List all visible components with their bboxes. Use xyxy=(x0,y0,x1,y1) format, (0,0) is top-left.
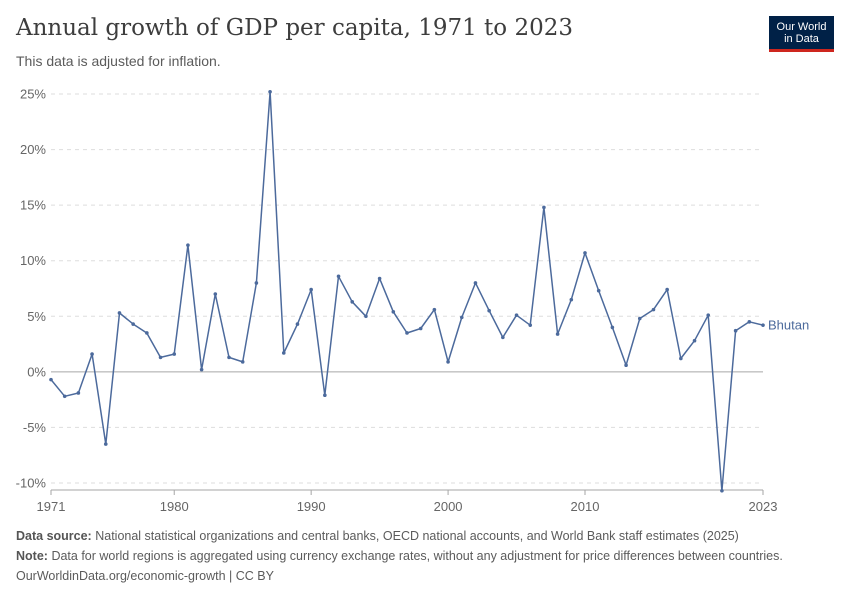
series-line xyxy=(50,91,764,492)
data-point xyxy=(90,352,94,356)
data-point xyxy=(706,313,711,317)
data-point xyxy=(145,331,149,335)
x-tick-label: 1980 xyxy=(160,499,189,514)
chart-subtitle: This data is adjusted for inflation. xyxy=(16,53,221,69)
x-tick-label: 2010 xyxy=(571,499,600,514)
data-point xyxy=(364,314,368,319)
y-tick-label: -5% xyxy=(23,420,47,435)
y-tick-label: 5% xyxy=(27,309,46,324)
data-point xyxy=(583,251,587,255)
data-point xyxy=(679,356,683,361)
x-tick-label: 1971 xyxy=(37,499,66,514)
y-tick-label: 10% xyxy=(20,253,46,268)
logo-line-1: Our World xyxy=(776,21,827,33)
x-tick-label: 1990 xyxy=(297,499,326,514)
data-point xyxy=(76,391,81,395)
data-point xyxy=(446,360,450,364)
data-point xyxy=(418,326,423,331)
data-point xyxy=(665,287,669,292)
footer-note: Note: Data for world regions is aggregat… xyxy=(16,549,783,563)
data-point xyxy=(720,488,724,493)
data-point xyxy=(432,307,437,312)
data-point xyxy=(103,442,108,446)
footer-source-label: Data source: xyxy=(16,529,92,543)
data-point xyxy=(172,352,177,356)
data-point xyxy=(227,355,231,360)
y-tick-label: 0% xyxy=(27,364,46,379)
data-point xyxy=(281,351,286,355)
chart-title: Annual growth of GDP per capita, 1971 to… xyxy=(16,15,573,41)
data-point xyxy=(309,287,313,292)
data-point xyxy=(501,335,505,340)
logo-line-2: in Data xyxy=(784,33,819,45)
data-point xyxy=(596,288,601,293)
data-point xyxy=(186,243,190,247)
data-point xyxy=(199,367,204,372)
data-point xyxy=(610,325,615,330)
footer-source-text: National statistical organizations and c… xyxy=(95,529,739,543)
data-point xyxy=(254,281,259,285)
data-point xyxy=(62,394,67,399)
y-tick-label: 20% xyxy=(20,142,46,157)
data-point xyxy=(542,205,546,210)
data-point xyxy=(323,393,327,397)
data-point xyxy=(692,338,697,343)
data-point xyxy=(733,328,738,333)
series-label: Bhutan xyxy=(768,318,809,333)
footer-url[interactable]: OurWorldinData.org/economic-growth | CC … xyxy=(16,569,274,583)
data-point xyxy=(555,332,560,336)
data-point xyxy=(377,276,382,281)
y-tick-label: -10% xyxy=(16,476,47,491)
data-point xyxy=(240,360,245,364)
data-point xyxy=(624,363,628,367)
data-point xyxy=(569,297,574,302)
data-point xyxy=(473,281,478,285)
data-point xyxy=(117,311,122,315)
data-point xyxy=(49,377,53,382)
data-point xyxy=(514,313,519,317)
data-point xyxy=(761,323,765,327)
footer-note-text: Data for world regions is aggregated usi… xyxy=(51,549,783,563)
footer-note-label: Note: xyxy=(16,549,48,563)
y-tick-label: 15% xyxy=(20,198,46,213)
y-tick-label: 25% xyxy=(20,87,46,102)
data-point xyxy=(747,320,752,324)
data-point xyxy=(487,308,491,313)
data-point xyxy=(637,316,642,321)
x-tick-label: 2023 xyxy=(749,499,778,514)
data-point xyxy=(528,323,533,327)
data-point xyxy=(336,274,341,279)
data-point xyxy=(350,300,355,304)
data-point xyxy=(651,307,656,312)
data-point xyxy=(459,315,464,320)
data-point xyxy=(405,331,409,335)
footer-source: Data source: National statistical organi… xyxy=(16,529,739,543)
data-point xyxy=(131,322,135,326)
x-tick-label: 2000 xyxy=(434,499,463,514)
data-point xyxy=(268,89,272,94)
owid-logo[interactable]: Our World in Data xyxy=(769,16,834,52)
data-point xyxy=(158,355,163,360)
data-point xyxy=(391,310,396,314)
data-point xyxy=(213,292,218,296)
data-point xyxy=(295,322,300,326)
